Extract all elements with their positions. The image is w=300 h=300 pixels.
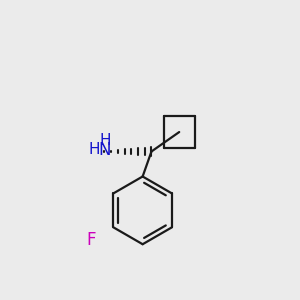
- Text: H: H: [88, 142, 100, 158]
- Text: H: H: [99, 133, 111, 148]
- Text: F: F: [86, 231, 96, 249]
- Text: N: N: [99, 141, 111, 159]
